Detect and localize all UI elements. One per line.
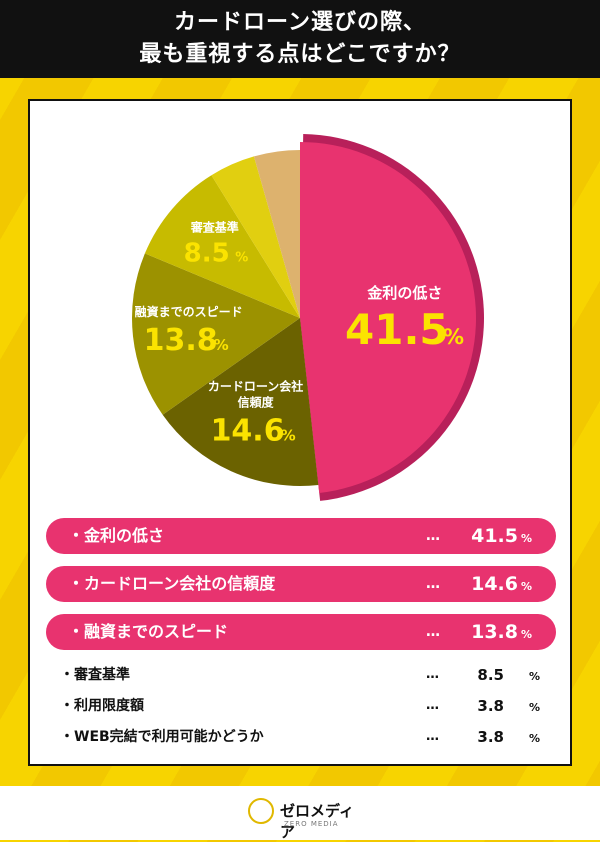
ranking-dots: … <box>426 528 440 544</box>
header-banner: カードローン選びの際、 最も重視する点はどこですか？ <box>0 0 600 78</box>
slice-label-text: 融資までのスピード <box>135 304 243 319</box>
ranking-unit: % <box>528 670 540 683</box>
slice-value-text: 13.8 <box>144 323 218 358</box>
ranking-row: ・審査基準 … 8.5 % <box>60 662 550 688</box>
ranking-value: 13.8 <box>471 621 518 643</box>
page-title-line2: 最も重視する点はどこですか？ <box>139 42 461 67</box>
ranking-label: ・融資までのスピード <box>68 622 229 641</box>
ranking-row: ・利用限度額 … 3.8 % <box>60 693 550 719</box>
ranking-label: ・利用限度額 <box>60 698 144 714</box>
ranking-label: ・WEB完結で利用可能かどうか <box>60 729 264 745</box>
ranking-value: 8.5 <box>477 666 504 684</box>
footer: ゼロメディア ZERO MEDIA <box>0 786 600 841</box>
pie-slice-label: 融資までのスピード 13.8% <box>135 304 243 358</box>
slice-value-text: 41.5 <box>345 305 449 354</box>
ranking-unit: % <box>520 580 532 593</box>
pie-slice <box>132 253 300 415</box>
brand-sub: ZERO MEDIA <box>284 820 339 828</box>
ranking-label: ・審査基準 <box>60 667 130 683</box>
ranking-highlight-row: ・カードローン会社の信頼度 … 14.6 % <box>46 566 556 602</box>
ranking-label: ・カードローン会社の信頼度 <box>68 574 276 593</box>
ranking-dots: … <box>426 624 440 640</box>
slice-percent-sign: % <box>214 336 229 354</box>
pie-slice <box>300 142 477 493</box>
slice-percent-sign: % <box>235 250 248 265</box>
ranking-dots: … <box>426 667 439 682</box>
slice-value-text: 8.5 <box>184 238 230 268</box>
ranking-value: 14.6 <box>471 573 518 595</box>
brand-name: ゼロメディア <box>280 802 354 841</box>
ranking-unit: % <box>520 532 532 545</box>
pie-slice <box>162 318 319 486</box>
slice-label-text: 審査基準 <box>190 219 239 234</box>
ranking-dots: … <box>426 698 439 713</box>
pen-circle-icon <box>248 798 274 824</box>
pie-slice-label: 審査基準 8.5% <box>184 219 249 268</box>
page-title-line1: カードローン選びの際、 <box>174 10 426 35</box>
ranking-value: 41.5 <box>471 525 518 547</box>
ranking-label: ・金利の低さ <box>68 526 165 545</box>
ranking-unit: % <box>528 732 540 745</box>
pie-slice <box>253 150 300 318</box>
ranking-highlight-row: ・金利の低さ … 41.5 % <box>46 518 556 554</box>
ranking-value: 3.8 <box>477 728 504 746</box>
ranking-dots: … <box>426 576 440 592</box>
ranking-unit: % <box>528 701 540 714</box>
slice-percent-sign: % <box>443 325 464 349</box>
slice-label-text: カードローン会社 <box>208 378 303 393</box>
ranking-unit: % <box>520 628 532 641</box>
pie-slice <box>144 175 300 318</box>
chart-card: 金利の低さ 41.5% カードローン会社 信頼度 14.6% 融資までのスピード 13.8%… <box>28 99 572 766</box>
ranking-row: ・WEB完結で利用可能かどうか … 3.8 % <box>60 724 550 750</box>
ranking-highlight-row: ・融資までのスピード … 13.8 % <box>46 614 556 650</box>
slice-value-text: 14.6 <box>211 413 285 448</box>
slice-label-text: 金利の低さ <box>366 284 442 302</box>
slice-label-text: 信頼度 <box>238 394 275 409</box>
pie-slice <box>211 156 300 318</box>
brand-logo[interactable]: ゼロメディア ZERO MEDIA <box>248 796 368 841</box>
ranking-value: 3.8 <box>477 697 504 715</box>
pie-slice-label: 金利の低さ 41.5% <box>345 284 464 354</box>
slice-percent-sign: % <box>281 426 296 444</box>
ranking-dots: … <box>426 729 439 744</box>
